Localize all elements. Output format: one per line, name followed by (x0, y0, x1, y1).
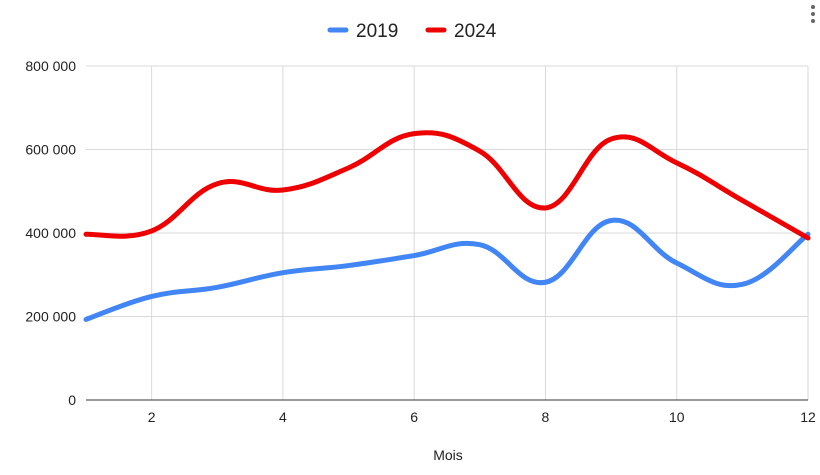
x-tick-label: 4 (279, 409, 287, 425)
y-tick-label: 0 (68, 392, 76, 408)
x-tick-label: 8 (542, 409, 550, 425)
grid (86, 65, 809, 401)
series-line-2024 (83, 130, 811, 241)
x-tick-label: 2 (148, 409, 156, 425)
y-tick-label: 800 000 (25, 58, 76, 74)
legend-label: 2024 (454, 21, 497, 42)
x-axis-title: Mois (433, 447, 463, 463)
y-tick-label: 600 000 (25, 142, 76, 158)
y-tick-label: 400 000 (25, 225, 76, 241)
legend-label: 2019 (356, 21, 398, 42)
x-tick-label: 10 (669, 409, 685, 425)
x-tick-label: 6 (410, 409, 418, 425)
series-layer (83, 130, 811, 322)
y-tick-label: 200 000 (25, 309, 76, 325)
series-line-2019 (83, 217, 811, 322)
tick-labels: 0 200 000 400 000 600 000 800 000 2 4 6 8 10 12 (25, 58, 816, 425)
legend: 2019 2024 (327, 21, 497, 42)
more-vert-icon[interactable] (806, 2, 820, 32)
x-tick-label: 12 (800, 409, 816, 425)
